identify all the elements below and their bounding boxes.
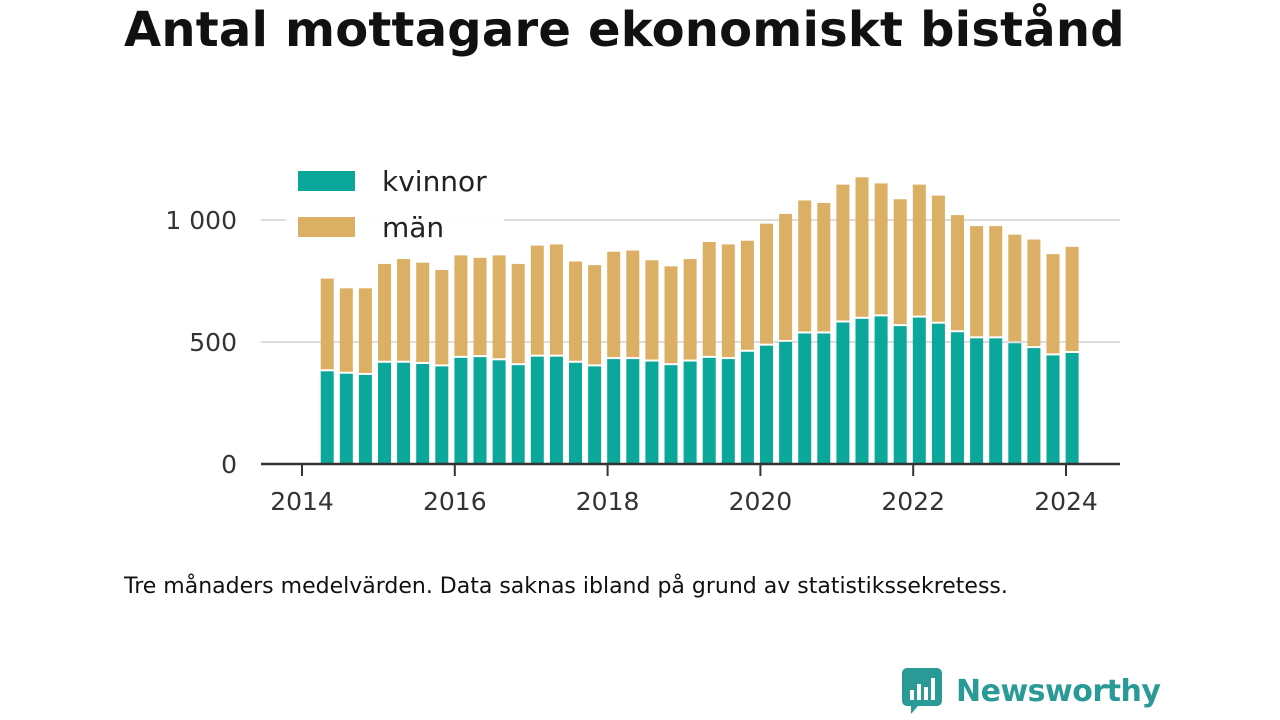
bar-man: [607, 251, 621, 358]
bar-kvinnor: [702, 357, 716, 464]
newsworthy-logo-icon: [902, 668, 942, 714]
bar-kvinnor: [416, 363, 430, 464]
bar-man: [339, 288, 353, 372]
bar-man: [989, 226, 1003, 337]
bar-man: [511, 263, 525, 364]
bar-man: [893, 199, 907, 325]
bar-kvinnor: [588, 366, 602, 464]
bar-man: [530, 245, 544, 355]
bar-man: [358, 288, 372, 373]
bar-kvinnor: [836, 322, 850, 464]
bar-man: [817, 202, 831, 332]
bar-kvinnor: [530, 356, 544, 464]
bar-kvinnor: [970, 338, 984, 464]
bar-man: [588, 265, 602, 365]
bar-man: [645, 260, 659, 360]
bar-man: [549, 244, 563, 355]
bar-kvinnor: [645, 361, 659, 464]
bar-man: [970, 226, 984, 337]
bar-kvinnor: [549, 356, 563, 464]
bar-kvinnor: [1027, 348, 1041, 464]
bar-kvinnor: [454, 357, 468, 464]
bar-man: [683, 259, 697, 360]
bar-kvinnor: [397, 362, 411, 464]
bar-kvinnor: [1046, 355, 1060, 464]
bar-man: [454, 255, 468, 356]
bar-kvinnor: [874, 316, 888, 464]
bar-man: [798, 200, 812, 332]
x-tick-label: 2024: [1034, 487, 1098, 516]
bar-kvinnor: [912, 317, 926, 464]
bar-kvinnor: [817, 333, 831, 464]
x-tick-label: 2014: [270, 487, 334, 516]
bar-kvinnor: [683, 361, 697, 464]
x-tick-label: 2020: [729, 487, 793, 516]
bar-man: [492, 255, 506, 359]
bar-kvinnor: [779, 342, 793, 464]
bar-kvinnor: [435, 366, 449, 464]
newsworthy-logo: Newsworthy: [902, 668, 1161, 714]
bar-man: [320, 278, 334, 370]
bar-man: [874, 183, 888, 315]
bar-kvinnor: [855, 318, 869, 464]
x-tick-label: 2016: [423, 487, 487, 516]
y-tick-label: 0: [221, 450, 237, 479]
bar-kvinnor: [931, 323, 945, 464]
footnote: Tre månaders medelvärden. Data saknas ib…: [124, 574, 1008, 599]
bar-man: [912, 184, 926, 316]
x-tick-label: 2022: [881, 487, 945, 516]
x-tick-label: 2018: [576, 487, 640, 516]
bar-man: [760, 223, 774, 344]
bar-kvinnor: [951, 332, 965, 464]
legend-swatch-kvinnor: [298, 171, 355, 191]
bar-kvinnor: [473, 357, 487, 464]
bar-kvinnor: [511, 365, 525, 464]
bar-kvinnor: [1008, 343, 1022, 464]
bar-kvinnor: [358, 374, 372, 464]
bar-kvinnor: [740, 351, 754, 464]
bar-man: [702, 241, 716, 356]
bar-man: [1065, 246, 1079, 351]
bar-kvinnor: [378, 362, 392, 464]
bar-man: [435, 270, 449, 365]
bar-man: [378, 263, 392, 361]
bar-man: [416, 262, 430, 362]
y-tick-label: 500: [189, 328, 237, 357]
bar-kvinnor: [492, 360, 506, 464]
bar-kvinnor: [626, 359, 640, 464]
bar-man: [626, 250, 640, 358]
bar-kvinnor: [798, 333, 812, 464]
bar-kvinnor: [721, 359, 735, 464]
bar-kvinnor: [607, 359, 621, 464]
legend-swatch-man: [298, 217, 355, 237]
bar-kvinnor: [989, 338, 1003, 464]
bar-man: [664, 266, 678, 364]
bar-man: [1046, 254, 1060, 354]
legend-label-kvinnor: kvinnor: [382, 165, 487, 198]
bar-man: [951, 215, 965, 331]
bar-kvinnor: [569, 362, 583, 464]
bar-man: [836, 184, 850, 321]
bar-kvinnor: [664, 365, 678, 464]
bar-man: [1008, 234, 1022, 342]
bar-man: [721, 244, 735, 358]
bar-man: [473, 257, 487, 356]
bar-kvinnor: [320, 371, 334, 464]
chart-title: Antal mottagare ekonomiskt bistånd: [124, 2, 1125, 58]
bar-man: [1027, 239, 1041, 347]
bar-man: [569, 261, 583, 361]
bar-man: [740, 240, 754, 350]
brand-name: Newsworthy: [956, 673, 1161, 709]
bar-man: [855, 177, 869, 317]
bar-man: [931, 195, 945, 322]
legend-label-man: män: [382, 211, 444, 244]
y-tick-label: 1 000: [165, 206, 237, 235]
bar-man: [779, 213, 793, 340]
bar-kvinnor: [1065, 352, 1079, 464]
bar-kvinnor: [339, 373, 353, 464]
bar-kvinnor: [893, 326, 907, 464]
bar-kvinnor: [760, 345, 774, 464]
bar-man: [397, 259, 411, 361]
